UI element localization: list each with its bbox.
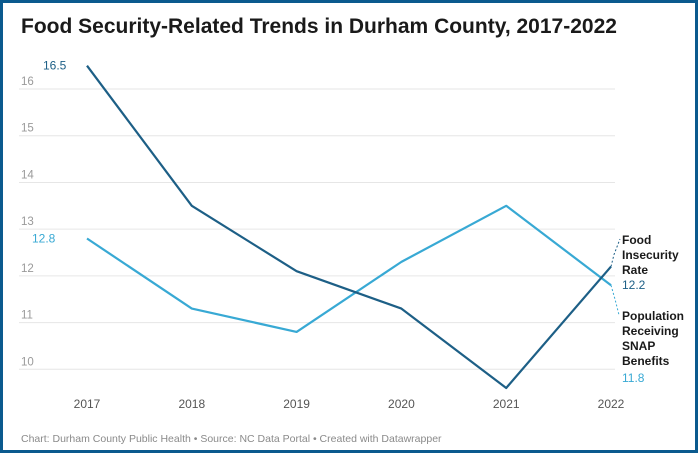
- y-tick-label: 15: [21, 123, 34, 135]
- end-label-snap: 11.8: [622, 371, 645, 385]
- series-name-food-insecurity: Rate: [622, 263, 648, 277]
- y-tick-label: 12: [21, 263, 34, 275]
- y-tick-label: 10: [21, 356, 34, 368]
- x-tick-label: 2021: [493, 397, 520, 411]
- chart-title: Food Security-Related Trends in Durham C…: [21, 15, 617, 38]
- y-tick-label: 11: [21, 310, 33, 322]
- line-chart: 10 11 12 13 14 15 16 2017 2018 2019 2020 2021 2022 16…: [19, 59, 684, 411]
- chart-footer: Chart: Durham County Public Health • Sou…: [21, 433, 442, 445]
- x-tick-label: 2020: [388, 397, 415, 411]
- series-name-snap: Receiving: [622, 324, 679, 338]
- y-tick-label: 16: [21, 76, 34, 88]
- series-line-food-insecurity: [86, 65, 612, 390]
- series-line-snap: [86, 204, 612, 334]
- leader-line-food-insecurity: [610, 238, 621, 267]
- series-name-snap: SNAP: [622, 339, 655, 353]
- x-tick-label: 2019: [283, 397, 310, 411]
- end-label-food-insecurity: 12.2: [622, 278, 646, 292]
- x-tick-label: 2018: [178, 397, 205, 411]
- y-tick-label: 14: [21, 169, 34, 181]
- y-tick-label: 13: [21, 216, 34, 228]
- start-label-snap: 12.8: [32, 232, 56, 246]
- series-name-snap: Population: [622, 309, 684, 323]
- series-name-food-insecurity: Food: [622, 233, 651, 247]
- series-name-food-insecurity: Insecurity: [622, 248, 679, 262]
- leader-line-snap: [610, 285, 620, 316]
- start-label-food-insecurity: 16.5: [43, 59, 67, 73]
- x-tick-label: 2017: [74, 397, 101, 411]
- x-tick-label: 2022: [598, 397, 625, 411]
- series-name-snap: Benefits: [622, 354, 670, 368]
